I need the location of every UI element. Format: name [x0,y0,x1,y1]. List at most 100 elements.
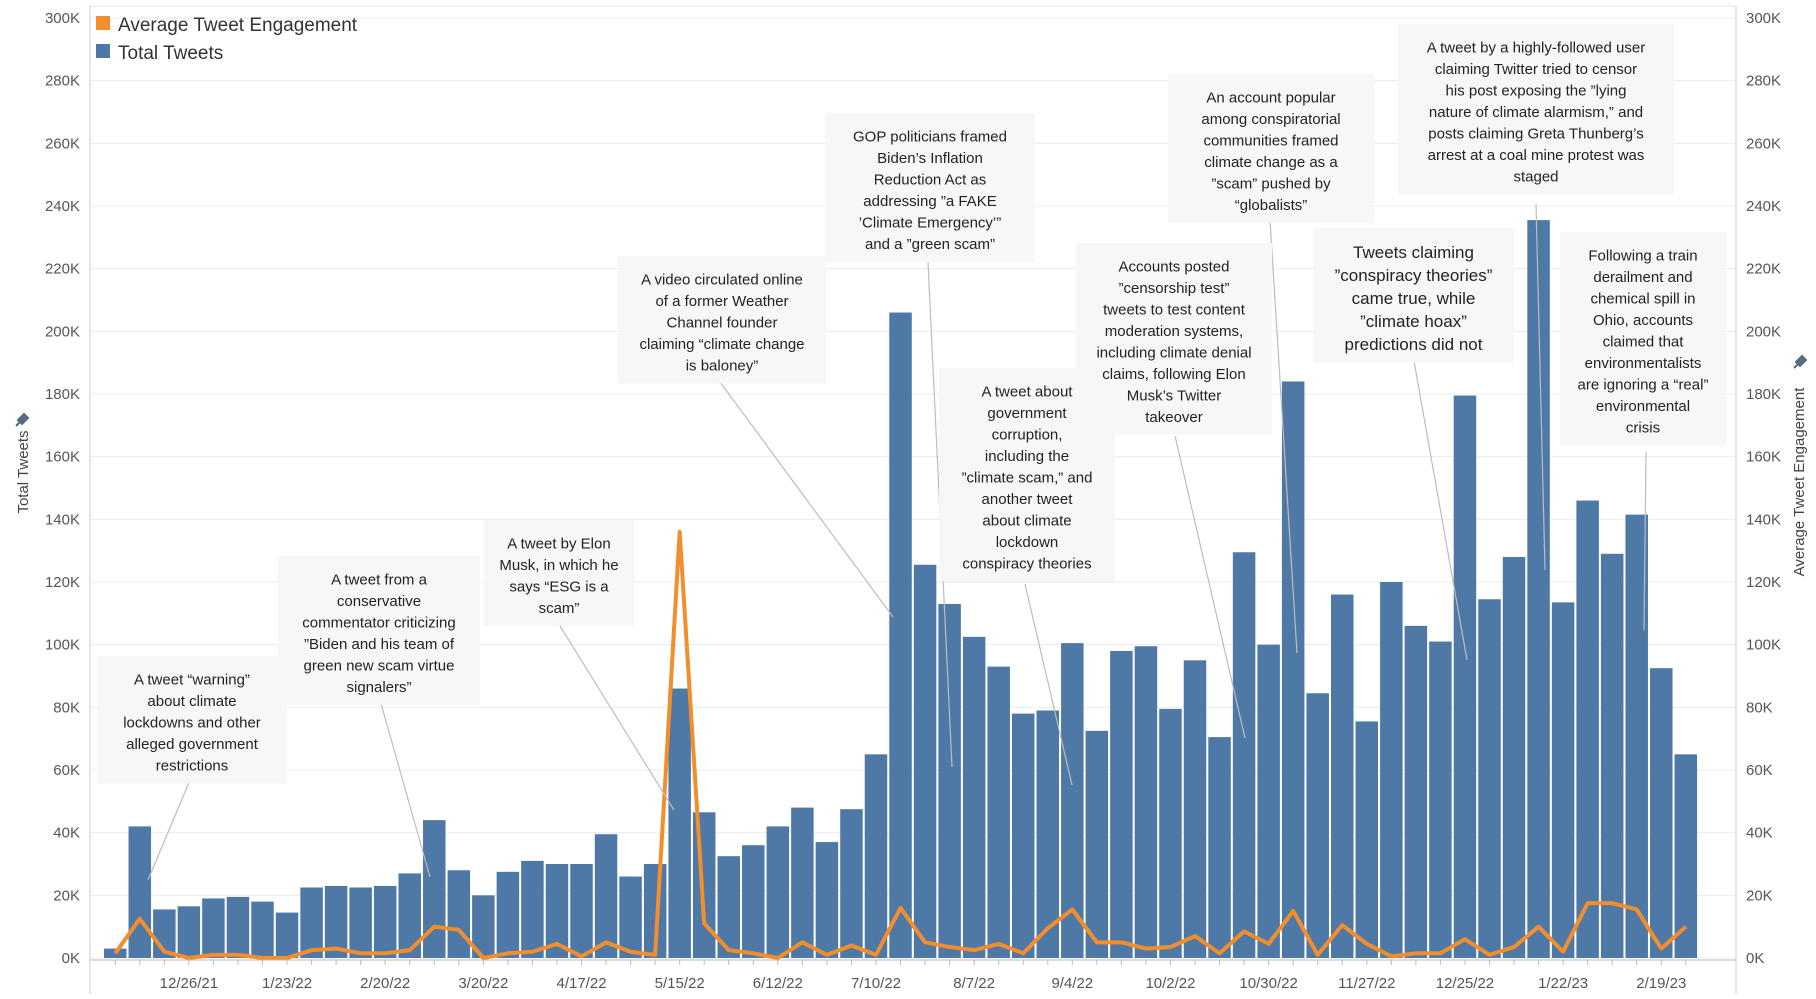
annotation-leader-line [559,625,675,811]
annotation-leader-line [1535,203,1546,571]
annotation-text-line: commentator criticizing [302,615,455,632]
bar-total-tweets[interactable] [1380,582,1403,958]
y-right-tick-label: 0K [1746,950,1764,967]
bar-total-tweets[interactable] [251,901,274,958]
bar-total-tweets[interactable] [840,809,863,958]
annotation-box[interactable] [1313,228,1514,363]
annotation-box[interactable] [278,556,480,705]
annotation-text-line: takeover [1145,409,1203,426]
bar-total-tweets[interactable] [1429,641,1452,958]
bar-total-tweets[interactable] [1502,556,1526,958]
bar-total-tweets[interactable] [275,912,299,958]
bar-total-tweets[interactable] [1453,395,1477,959]
bar-total-tweets[interactable] [692,812,716,958]
bar-total-tweets[interactable] [1625,514,1648,958]
bar-total-tweets[interactable] [1527,220,1550,959]
bar-total-tweets[interactable] [447,870,471,958]
annotation-leader-line [147,779,191,881]
left-pin-icon[interactable] [15,412,30,427]
bar-total-tweets[interactable] [717,856,741,958]
bar-total-tweets[interactable] [1674,754,1698,958]
bar-total-tweets[interactable] [472,895,495,958]
right-pin-icon[interactable] [1793,354,1808,369]
legend-label-total-tweets[interactable]: Total Tweets [118,43,223,64]
bar-total-tweets[interactable] [668,688,691,958]
bar-total-tweets[interactable] [177,906,201,958]
bar-total-tweets[interactable] [496,871,520,958]
bar-total-tweets[interactable] [1110,650,1133,958]
bar-total-tweets[interactable] [1306,693,1329,958]
bar-total-tweets[interactable] [766,826,790,958]
annotation-text-line: signalers” [346,679,411,696]
bar-total-tweets[interactable] [545,864,569,958]
bar-total-tweets[interactable] [889,312,912,958]
bar-total-tweets[interactable] [1232,552,1256,958]
annotation-text-line: another tweet [982,491,1074,508]
bar-total-tweets[interactable] [1355,721,1379,958]
y-left-tick-label: 0K [62,950,80,967]
bar-total-tweets[interactable] [815,842,839,958]
bar-total-tweets[interactable] [1576,500,1599,958]
bar-total-tweets[interactable] [202,898,225,958]
annotation-leader-line [1643,451,1647,631]
bar-total-tweets[interactable] [373,885,397,958]
bar-total-tweets[interactable] [1085,730,1109,958]
bar-total-tweets[interactable] [938,603,961,958]
bar-total-tweets[interactable] [1134,646,1158,958]
annotation-text-line: ”scam” pushed by [1211,176,1331,193]
bar-total-tweets[interactable] [1061,643,1084,958]
annotation-box[interactable] [1560,232,1726,446]
annotation-box[interactable] [618,256,826,384]
bar-total-tweets[interactable] [1331,594,1354,958]
bar-total-tweets[interactable] [962,636,986,958]
engagement-line [113,529,1688,960]
annotation-box[interactable] [1398,24,1674,195]
bar-total-tweets[interactable] [1551,602,1575,958]
annotation-box[interactable] [97,656,287,784]
annotation-leader-line [1413,360,1468,661]
bar-total-tweets[interactable] [742,845,765,958]
bar-total-tweets[interactable] [1159,708,1182,958]
bar-total-tweets[interactable] [1650,668,1673,958]
annotation-box[interactable] [484,520,634,626]
x-tick-label: 4/17/22 [556,975,606,992]
annotation-box[interactable] [1168,74,1374,223]
bar-total-tweets[interactable] [864,754,888,958]
bar-total-tweets[interactable] [423,820,446,958]
bar-total-tweets[interactable] [1036,710,1060,958]
annotation-text-line: of a former Weather [655,293,788,310]
bar-total-tweets[interactable] [1257,644,1280,958]
bar-total-tweets[interactable] [570,864,593,958]
y-right-tick-label: 160K [1746,449,1781,466]
bar-total-tweets[interactable] [1011,713,1035,958]
bar-total-tweets[interactable] [398,873,421,958]
y-right-tick-label: 240K [1746,198,1781,215]
bar-total-tweets[interactable] [226,896,250,958]
annotation-text-line: Following a train [1588,248,1697,265]
annotation-text-line: A tweet from a [331,572,428,589]
bar-total-tweets[interactable] [349,887,372,959]
bar-total-tweets[interactable] [128,826,152,958]
bar-total-tweets[interactable] [619,876,642,958]
bar-total-tweets[interactable] [1183,660,1207,958]
engagement-series-line[interactable] [113,529,1688,960]
annotation-text-line: derailment and [1593,269,1692,286]
bar-total-tweets[interactable] [521,860,544,958]
bar-total-tweets[interactable] [1208,737,1231,958]
annotation-box[interactable] [825,113,1035,262]
bar-total-tweets[interactable] [1404,625,1428,958]
bar-total-tweets[interactable] [1600,553,1624,958]
bar-total-tweets[interactable] [324,885,348,958]
annotation-box[interactable] [1076,243,1272,435]
annotation-text-line: tweets to test content [1103,302,1246,319]
bar-total-tweets[interactable] [594,834,618,958]
bar-total-tweets[interactable] [300,887,323,959]
bar-total-tweets[interactable] [791,807,814,958]
bar-total-tweets[interactable] [913,564,937,958]
y-left-tick-label: 20K [53,887,80,904]
bar-total-tweets[interactable] [987,666,1010,958]
right-axis-title: Average Tweet Engagement [1791,387,1808,577]
legend-label-engagement[interactable]: Average Tweet Engagement [118,15,358,36]
bar-total-tweets[interactable] [1281,381,1305,958]
bar-total-tweets[interactable] [1478,599,1501,958]
